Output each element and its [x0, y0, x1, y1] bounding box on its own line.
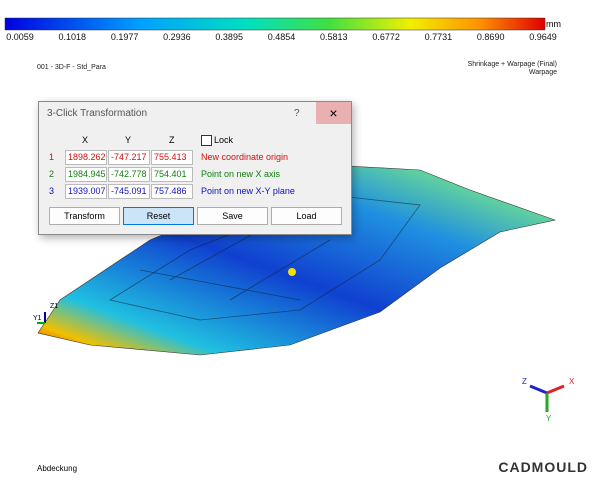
coord-input[interactable]: 1939.007	[65, 184, 107, 199]
coord-input[interactable]: -747.217	[108, 150, 150, 165]
col-y: Y	[125, 135, 132, 145]
result-name: Shrinkage + Warpage (Final)	[467, 61, 557, 68]
scale-tick-label: 0.7731	[424, 32, 453, 42]
triad-z: Z	[522, 377, 527, 386]
col-x: X	[82, 135, 89, 145]
coord-input[interactable]: 757.486	[151, 184, 193, 199]
color-scale	[4, 17, 546, 31]
scale-tick-label: 0.6772	[372, 32, 400, 42]
scale-tick-label: 0.2936	[163, 32, 191, 42]
coord-input[interactable]: 755.413	[151, 150, 193, 165]
scale-tick-label: 0.0059	[6, 32, 34, 42]
close-button[interactable]: ×	[316, 102, 351, 124]
scale-tick-label: 0.9649	[529, 32, 557, 42]
brand: CADMOULD	[498, 459, 588, 475]
row-index: 2	[49, 169, 55, 179]
subresult-name: Warpage	[528, 69, 557, 76]
part-name: Abdeckung	[37, 464, 78, 473]
row-index: 3	[49, 186, 55, 196]
axis-triad	[529, 384, 565, 412]
model-name: 001 - 3D-F - Std_Para	[37, 64, 106, 71]
scale-tick-label: 0.5813	[320, 32, 348, 42]
coord-input[interactable]: 1984.945	[65, 167, 107, 182]
row-label: Point on new X axis	[201, 169, 281, 179]
dialog-button[interactable]: Reset	[123, 207, 194, 225]
col-z: Z	[169, 135, 175, 145]
scale-tick-label: 0.4854	[267, 32, 296, 42]
coord-input[interactable]: -742.778	[108, 167, 150, 182]
coord-input[interactable]: 1898.262	[65, 150, 107, 165]
row-label: Point on new X-Y plane	[201, 186, 295, 196]
triad-y: Y	[546, 414, 552, 423]
unit: mm	[546, 19, 561, 29]
marker	[288, 268, 296, 276]
origin-triad	[37, 312, 46, 324]
help-button[interactable]: ?	[294, 108, 300, 119]
coord-input[interactable]: 754.401	[151, 167, 193, 182]
lock-label: Lock	[214, 135, 234, 145]
triad-x: X	[569, 377, 575, 386]
dialog-button[interactable]: Save	[197, 207, 268, 225]
scale-tick-label: 0.1018	[58, 32, 87, 42]
scale-tick-label: 0.1977	[110, 32, 139, 42]
scale-tick-label: 0.8690	[476, 32, 505, 42]
dialog-button[interactable]: Transform	[49, 207, 120, 225]
origin-y: Y1	[33, 315, 42, 322]
scale-tick-label: 0.3895	[215, 32, 243, 42]
row-label: New coordinate origin	[201, 152, 289, 162]
origin-z: Z1	[50, 303, 59, 310]
dialog-title: 3-Click Transformation	[47, 108, 148, 119]
row-index: 1	[49, 152, 55, 162]
coord-input[interactable]: -745.091	[108, 184, 150, 199]
lock-checkbox[interactable]	[201, 135, 212, 146]
dialog-button[interactable]: Load	[271, 207, 342, 225]
ribs	[108, 194, 421, 321]
